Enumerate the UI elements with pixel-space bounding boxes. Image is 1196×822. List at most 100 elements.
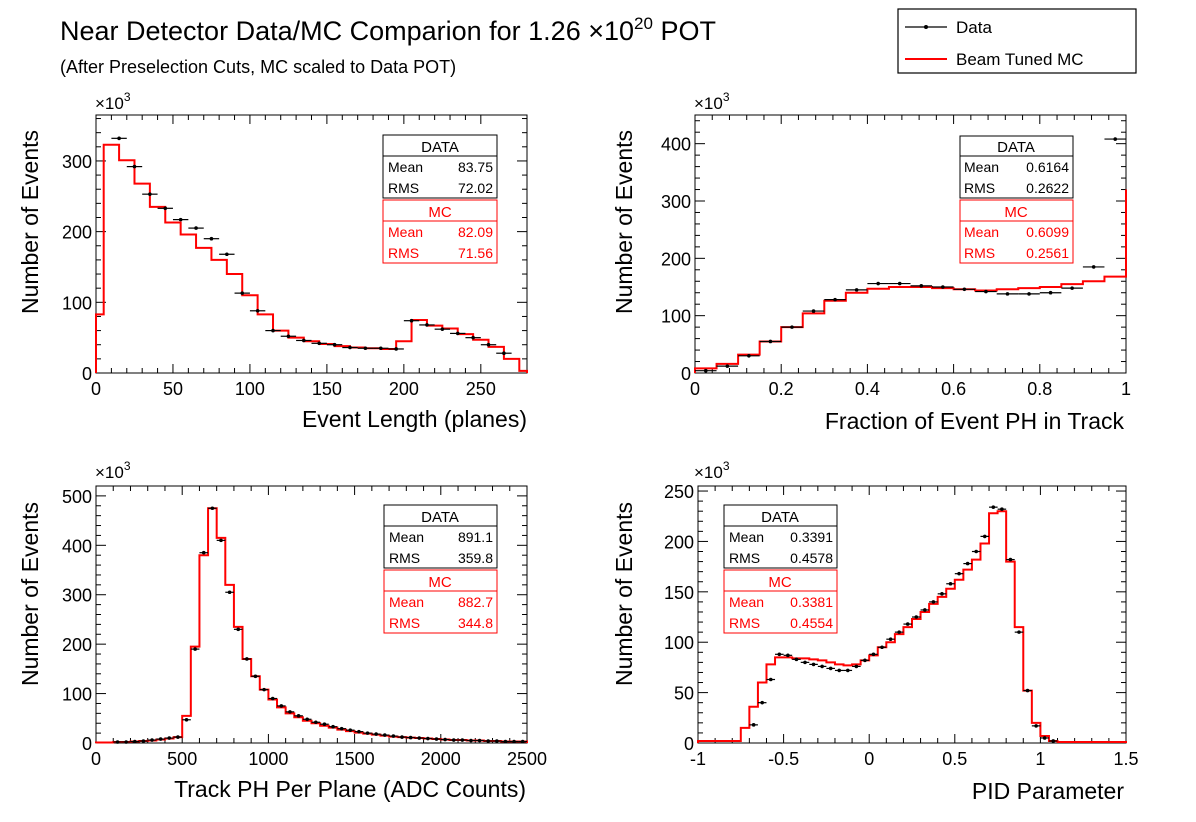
- data-point: [991, 505, 996, 509]
- data-point: [460, 738, 465, 742]
- stats-data-header: DATA: [421, 509, 459, 526]
- data-point: [348, 728, 353, 732]
- data-point: [374, 732, 378, 736]
- y-tick-label: 200: [62, 635, 92, 655]
- stats-data-mean-label: Mean: [964, 159, 999, 175]
- data-point: [296, 714, 301, 718]
- data-point: [117, 136, 121, 141]
- data-point: [820, 664, 824, 669]
- stats-data-box: [959, 135, 1074, 199]
- data-point: [512, 739, 516, 744]
- data-point: [786, 653, 790, 658]
- stats-mc-box: [382, 199, 498, 264]
- x-tick-label: 0.8: [1027, 379, 1052, 399]
- y-tick-label: 0: [82, 364, 92, 384]
- data-point: [503, 739, 508, 744]
- data-point: [124, 740, 128, 744]
- stats-mc-mean-value: 882.7: [458, 594, 493, 610]
- figure-subtitle: (After Preselection Cuts, MC scaled to D…: [60, 57, 456, 77]
- stats-box: DATA Mean 83.75 RMS 72.02 MC Mean 82.09 …: [382, 134, 498, 264]
- y-tick-label: 100: [664, 633, 694, 653]
- data-point: [948, 581, 953, 586]
- data-point: [194, 226, 198, 230]
- data-point: [245, 657, 249, 661]
- x-tick-label: 1: [1121, 379, 1131, 399]
- data-point: [965, 561, 970, 566]
- data-point: [363, 346, 368, 351]
- tick-layer: 0 50 100 150 200 250 0 100 200 300: [62, 115, 527, 399]
- data-point: [520, 739, 525, 744]
- data-point: [426, 736, 430, 741]
- stats-data-mean-value: 0.6164: [1026, 159, 1069, 175]
- x-tick-label: 250: [466, 379, 496, 399]
- data-point: [940, 592, 944, 596]
- x-tick-label: 0: [690, 379, 700, 399]
- data-point: [811, 662, 816, 667]
- stats-data-header: DATA: [421, 139, 459, 156]
- y-scale-label: ×103: [694, 90, 730, 113]
- stats-data-box: [382, 134, 498, 199]
- stats-box: DATA Mean 891.1 RMS 359.8 MC Mean 882.7 …: [383, 504, 498, 634]
- x-tick-label: 0: [91, 749, 101, 769]
- stats-mc-mean-value: 0.3381: [790, 594, 833, 610]
- data-point: [486, 739, 491, 743]
- data-point: [141, 739, 146, 743]
- data-point: [1042, 736, 1047, 740]
- mc-series-line: [697, 510, 1127, 743]
- data-point: [914, 615, 919, 619]
- x-axis-label: PID Parameter: [972, 778, 1124, 804]
- data-point: [837, 668, 842, 673]
- data-point: [1091, 265, 1096, 269]
- data-point: [888, 637, 893, 641]
- data-point: [209, 236, 214, 241]
- y-scale-label: ×103: [694, 459, 730, 482]
- data-point: [1005, 292, 1010, 296]
- stats-mc-rms-value: 344.8: [458, 615, 493, 631]
- x-tick-label: 0.4: [855, 379, 880, 399]
- data-point: [455, 331, 460, 336]
- data-point: [486, 342, 491, 347]
- stats-mc-rms-label: RMS: [389, 615, 420, 631]
- data-point: [760, 700, 764, 705]
- data-point: [443, 737, 447, 742]
- x-tick-label: 2000: [421, 749, 461, 769]
- data-point: [314, 720, 318, 725]
- data-point: [348, 345, 352, 350]
- data-point: [828, 666, 833, 671]
- stats-mc-mean-label: Mean: [389, 594, 424, 610]
- stats-mc-mean-label: Mean: [964, 224, 999, 240]
- stats-data-mean-label: Mean: [729, 529, 764, 545]
- panel-event-length: ×103 Number of Events Event Length (plan…: [17, 90, 528, 432]
- y-tick-label: 200: [62, 223, 92, 243]
- x-tick-label: 2500: [507, 749, 547, 769]
- y-tick-label: 100: [62, 293, 92, 313]
- y-tick-label: 400: [661, 135, 691, 155]
- data-point: [184, 717, 189, 722]
- data-point: [434, 737, 439, 741]
- stats-mc-rms-label: RMS: [729, 615, 760, 631]
- x-axis-label: Track PH Per Plane (ADC Counts): [174, 776, 526, 802]
- x-tick-label: 0.5: [942, 749, 967, 769]
- data-point: [794, 657, 799, 662]
- data-point: [132, 164, 137, 169]
- stats-mc-rms-value: 0.4554: [790, 615, 833, 631]
- data-points: [749, 505, 1058, 743]
- data-point: [833, 297, 837, 302]
- data-point: [150, 738, 154, 742]
- x-tick-label: 50: [163, 379, 183, 399]
- data-point: [240, 291, 245, 295]
- data-point: [957, 571, 961, 576]
- data-point: [288, 710, 292, 714]
- y-tick-label: 500: [62, 487, 92, 507]
- data-point: [477, 738, 482, 743]
- stats-mc-mean-label: Mean: [388, 224, 423, 240]
- data-point: [279, 704, 284, 708]
- data-point: [132, 739, 137, 744]
- data-point: [495, 739, 499, 743]
- y-axis-label: Number of Events: [611, 130, 637, 314]
- data-point: [923, 608, 927, 612]
- data-point: [931, 600, 936, 604]
- data-point: [339, 726, 344, 731]
- y-axis-label: Number of Events: [17, 502, 43, 686]
